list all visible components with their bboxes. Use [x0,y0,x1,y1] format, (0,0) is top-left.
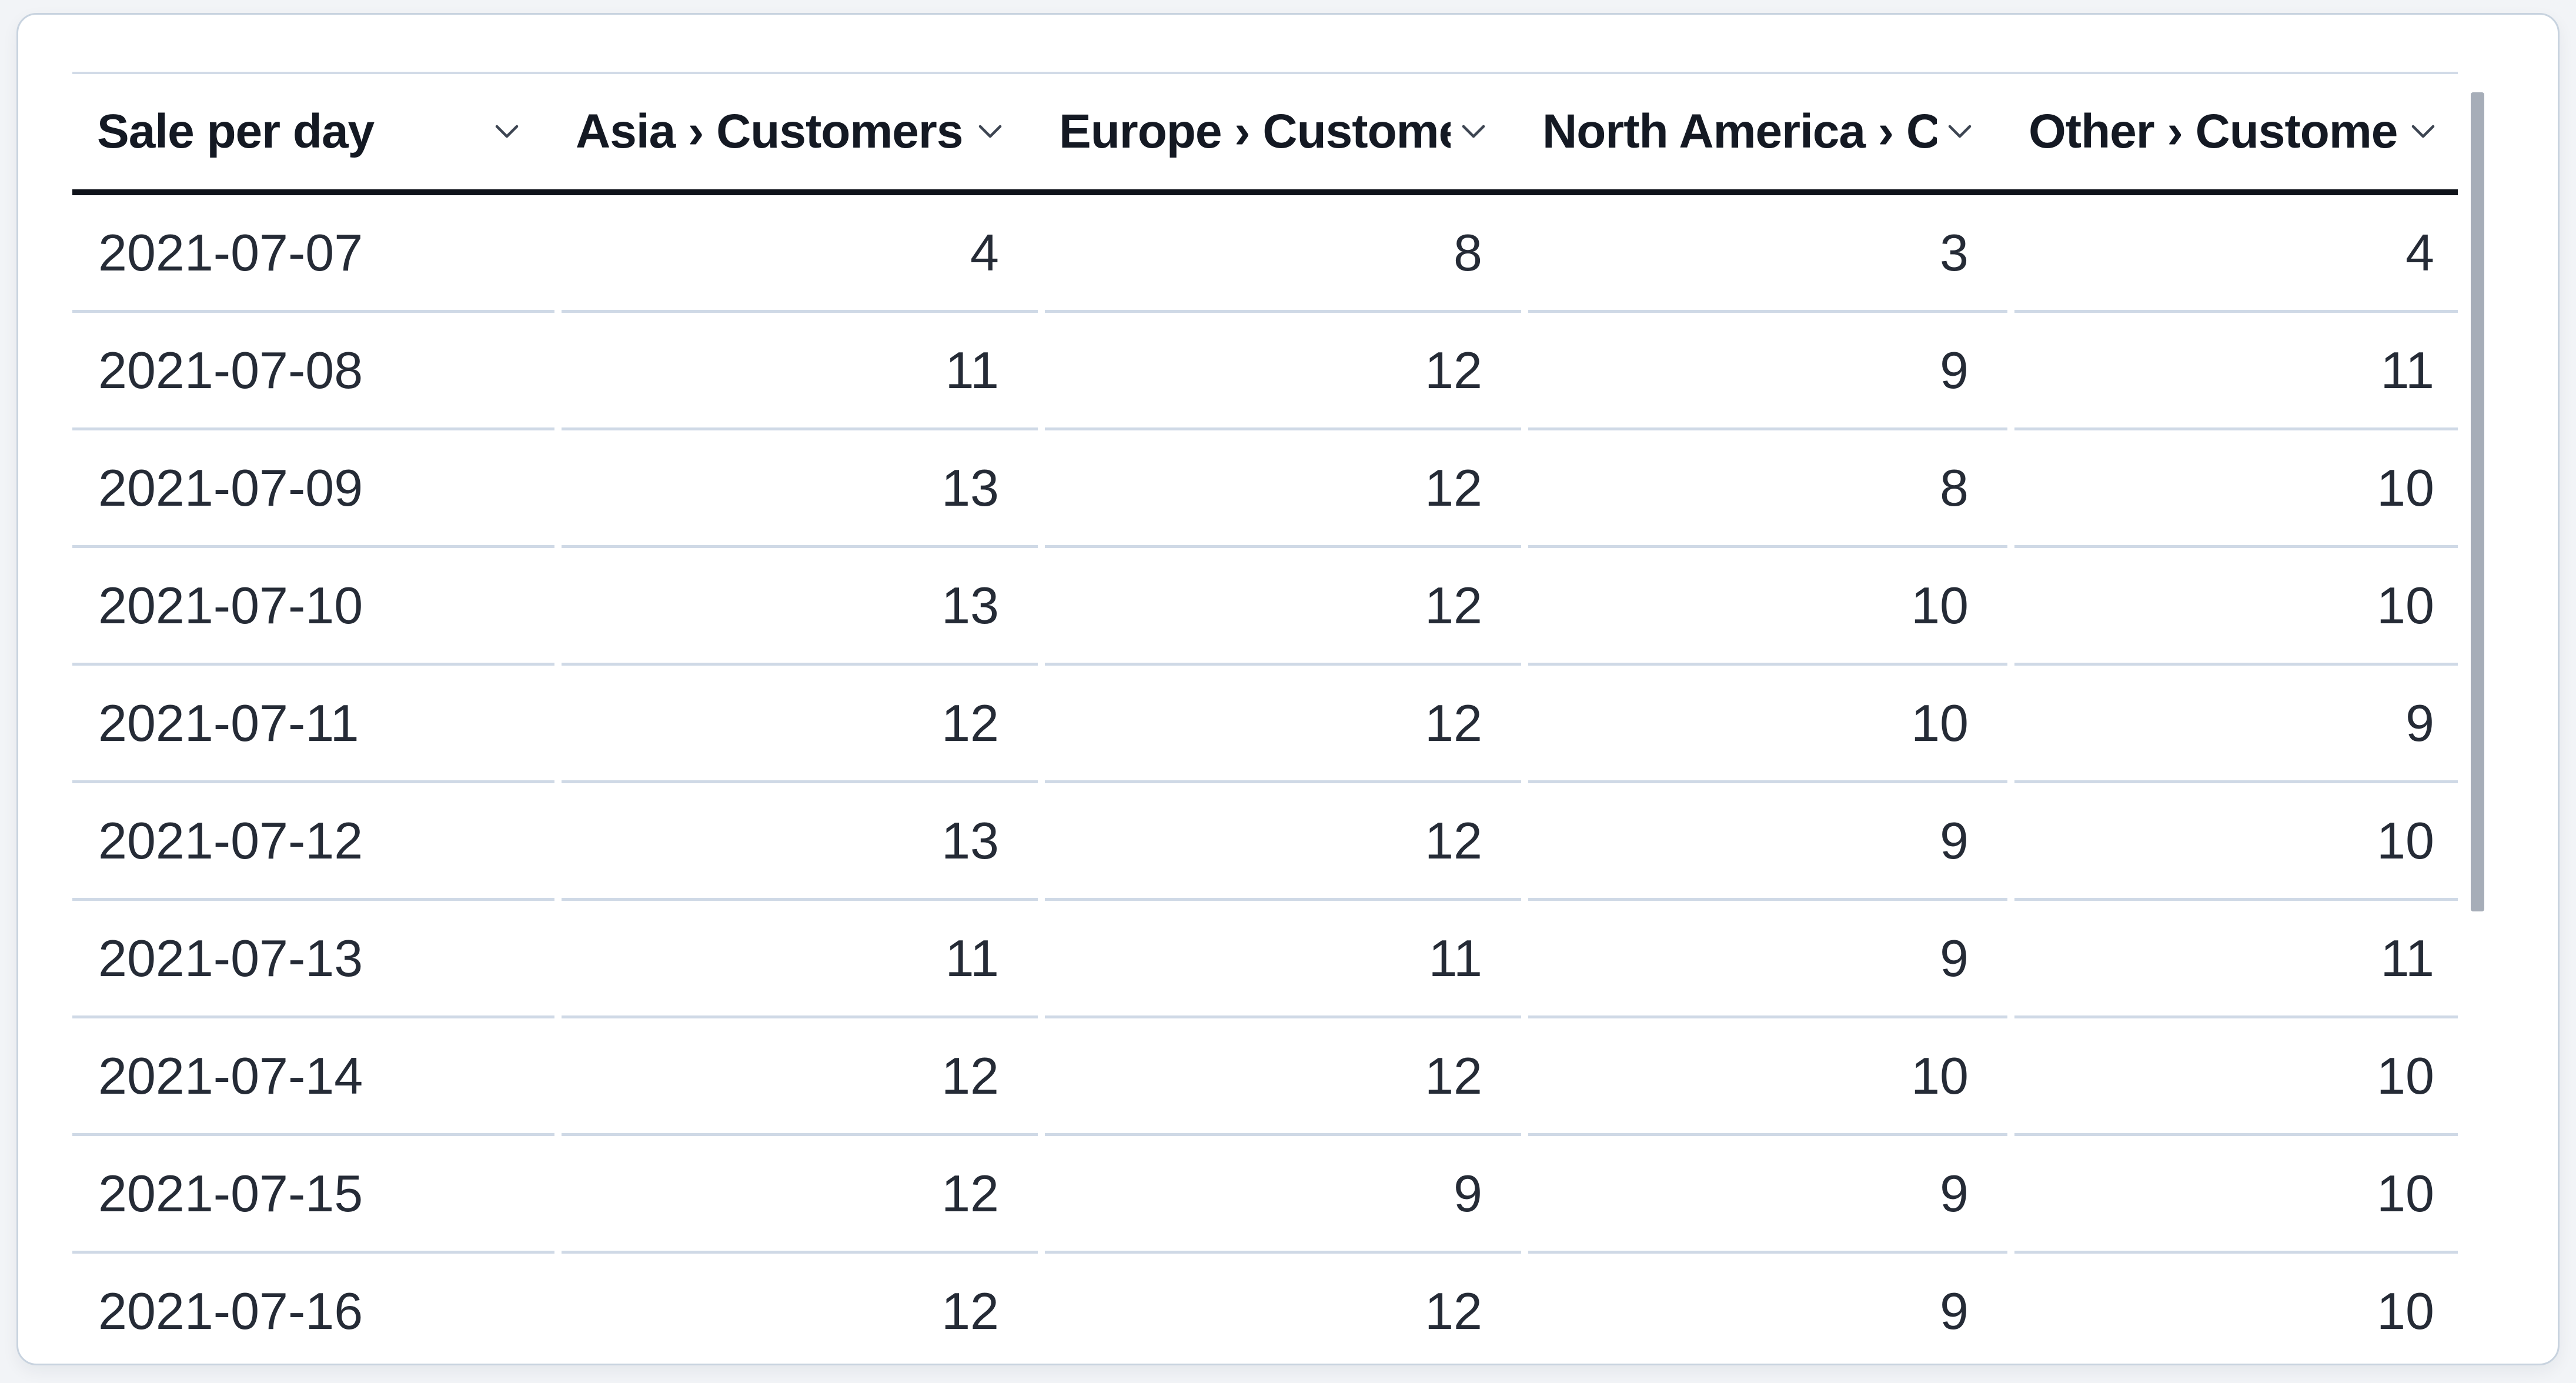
column-header-3[interactable]: North America › Customers [1528,74,2007,189]
value-cell: 10 [2014,783,2458,901]
value-cell: 12 [1045,1018,1521,1136]
value-cell: 12 [562,1018,1038,1136]
value-cell: 12 [562,666,1038,783]
table-row: 2021-07-07 4 8 3 4 [72,195,2458,313]
column-header-label: Asia › Customers [576,105,963,158]
value-cell: 11 [1045,901,1521,1018]
value-cell: 12 [1045,1254,1521,1364]
value-cell: 12 [1045,548,1521,666]
value-cell: 10 [1528,666,2007,783]
value-cell: 10 [2014,1254,2458,1364]
chevron-down-icon [495,125,519,138]
table-row: 2021-07-15 12 9 9 10 [72,1136,2458,1254]
table-row: 2021-07-08 11 12 9 11 [72,313,2458,430]
date-cell: 2021-07-14 [72,1018,554,1136]
value-cell: 12 [562,1136,1038,1254]
chevron-down-icon [1462,125,1485,138]
value-cell: 10 [2014,1018,2458,1136]
date-cell: 2021-07-11 [72,666,554,783]
table-row: 2021-07-12 13 12 9 10 [72,783,2458,901]
table-row: 2021-07-11 12 12 10 9 [72,666,2458,783]
value-cell: 11 [2014,313,2458,430]
column-header-label: Other › Customers [2029,105,2400,158]
date-cell: 2021-07-15 [72,1136,554,1254]
value-cell: 9 [1045,1136,1521,1254]
column-header-1[interactable]: Asia › Customers [562,74,1038,189]
chevron-down-icon [978,125,1002,138]
chevron-down-icon [2411,125,2435,138]
column-header-label: Europe › Customers [1059,105,1451,158]
value-cell: 3 [1528,195,2007,313]
vertical-scrollbar-thumb[interactable] [2471,92,2484,911]
value-cell: 10 [1528,548,2007,666]
table-row: 2021-07-09 13 12 8 10 [72,430,2458,548]
value-cell: 8 [1045,195,1521,313]
value-cell: 10 [2014,1136,2458,1254]
value-cell: 9 [1528,1136,2007,1254]
date-cell: 2021-07-12 [72,783,554,901]
date-cell: 2021-07-07 [72,195,554,313]
value-cell: 4 [562,195,1038,313]
table-row: 2021-07-14 12 12 10 10 [72,1018,2458,1136]
value-cell: 13 [562,430,1038,548]
value-cell: 9 [1528,783,2007,901]
value-cell: 12 [1045,666,1521,783]
value-cell: 9 [2014,666,2458,783]
date-cell: 2021-07-16 [72,1254,554,1364]
column-header-2[interactable]: Europe › Customers [1045,74,1521,189]
value-cell: 12 [1045,430,1521,548]
column-header-label: North America › Customers [1542,105,1937,158]
date-cell: 2021-07-09 [72,430,554,548]
table-body[interactable]: 2021-07-07 4 8 3 4 2021-07-08 11 12 9 11 2021-07-0… [72,195,2458,1364]
date-cell: 2021-07-13 [72,901,554,1018]
value-cell: 10 [2014,430,2458,548]
value-cell: 12 [1045,783,1521,901]
value-cell: 11 [562,313,1038,430]
column-header-label: Sale per day [97,105,375,158]
column-header-0[interactable]: Sale per day [72,74,554,189]
value-cell: 9 [1528,313,2007,430]
value-cell: 9 [1528,1254,2007,1364]
value-cell: 11 [2014,901,2458,1018]
value-cell: 8 [1528,430,2007,548]
value-cell: 12 [562,1254,1038,1364]
date-cell: 2021-07-10 [72,548,554,666]
value-cell: 10 [2014,548,2458,666]
table-row: 2021-07-13 11 11 9 11 [72,901,2458,1018]
table-row: 2021-07-10 13 12 10 10 [72,548,2458,666]
table-card: Sale per day Asia › Customers Europe › Cus… [16,13,2560,1365]
table-row: 2021-07-16 12 12 9 10 [72,1254,2458,1364]
chevron-down-icon [1948,125,1972,138]
value-cell: 12 [1045,313,1521,430]
value-cell: 4 [2014,195,2458,313]
data-table: Sale per day Asia › Customers Europe › Cus… [72,72,2458,1364]
value-cell: 10 [1528,1018,2007,1136]
value-cell: 13 [562,548,1038,666]
value-cell: 13 [562,783,1038,901]
table-header-row: Sale per day Asia › Customers Europe › Cus… [72,72,2458,195]
value-cell: 9 [1528,901,2007,1018]
column-header-4[interactable]: Other › Customers [2014,74,2458,189]
value-cell: 11 [562,901,1038,1018]
date-cell: 2021-07-08 [72,313,554,430]
